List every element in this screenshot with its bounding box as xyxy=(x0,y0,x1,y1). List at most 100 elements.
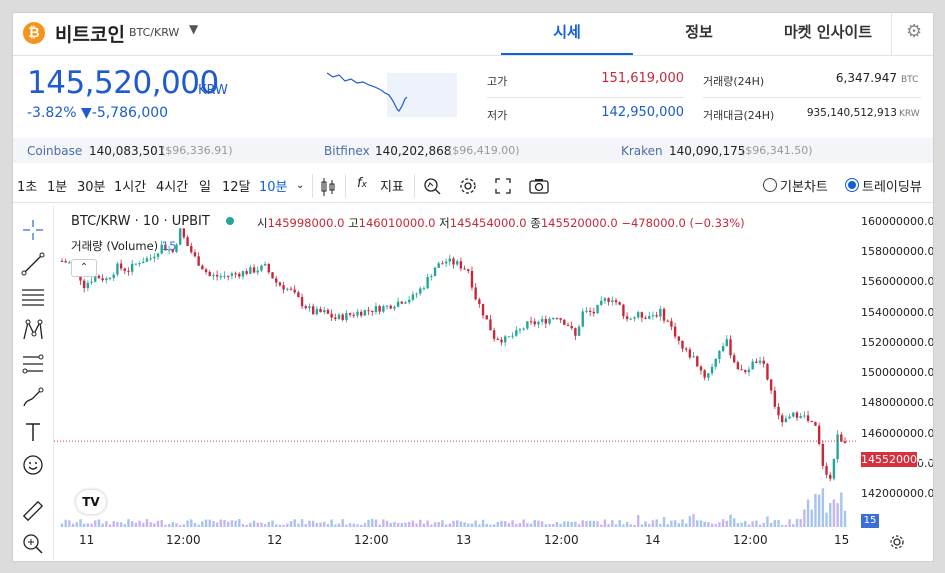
brush-icon[interactable] xyxy=(21,386,45,410)
tab-price[interactable]: 시세 xyxy=(501,13,633,55)
volume-bar xyxy=(356,524,359,527)
change-percent: -3.82% xyxy=(27,105,77,121)
volume-bar xyxy=(204,519,208,527)
volume-bar xyxy=(478,524,481,527)
volume-bar xyxy=(544,524,548,527)
volume-bar xyxy=(60,523,64,527)
volume-bar xyxy=(688,516,692,527)
candle-body xyxy=(190,245,193,253)
volume-bar xyxy=(419,519,422,527)
volume-bar xyxy=(197,524,200,527)
volume-bar xyxy=(751,521,754,527)
candle-type-icon[interactable] xyxy=(320,177,336,197)
y-axis-tick: 158000000.0 xyxy=(861,244,934,258)
basic-chart-label[interactable]: 기본차트 xyxy=(780,180,828,195)
interval-1s[interactable]: 1초 xyxy=(17,180,38,195)
volume-bar xyxy=(227,521,230,527)
candle-body xyxy=(455,261,459,265)
horizontal-lines-icon[interactable] xyxy=(21,285,45,309)
ruler-icon[interactable] xyxy=(21,499,45,523)
volume-bar xyxy=(518,522,522,527)
candle-body xyxy=(577,326,581,336)
collapse-legend-button[interactable]: ⌃ xyxy=(71,259,97,277)
volume-bar xyxy=(308,520,311,527)
crosshair-icon[interactable] xyxy=(21,218,45,242)
candle-body xyxy=(256,270,259,273)
volume-bar xyxy=(792,524,795,527)
volume-bar xyxy=(806,499,810,527)
volume-bar xyxy=(201,521,204,527)
volume-bar xyxy=(470,523,474,527)
volume-bar xyxy=(611,520,614,527)
candle-body xyxy=(600,300,603,305)
interval-4h[interactable]: 4시간 xyxy=(156,180,189,195)
candle-body xyxy=(315,309,319,315)
candle-body xyxy=(275,278,278,283)
settings-icon[interactable] xyxy=(459,177,477,195)
candle-body xyxy=(419,288,422,294)
radio-basic-chart[interactable] xyxy=(763,178,777,192)
tradingview-logo[interactable]: TV xyxy=(76,490,106,514)
chevron-down-icon[interactable]: ⌄ xyxy=(296,180,305,191)
volume-bar xyxy=(633,524,636,527)
current-price: 145,520,000 xyxy=(27,65,219,101)
candle-body xyxy=(478,299,481,304)
interval-30m[interactable]: 30분 xyxy=(77,180,106,195)
indicator-button[interactable]: 지표 xyxy=(380,180,404,195)
candle-body xyxy=(201,265,204,270)
text-icon[interactable] xyxy=(21,420,45,444)
change-value: −478000.0 (−0.33%) xyxy=(621,216,745,230)
volume-bar xyxy=(625,521,629,527)
tradingview-label[interactable]: 트레이딩뷰 xyxy=(862,180,922,195)
candle-body xyxy=(622,304,625,317)
zoom-in-icon[interactable] xyxy=(21,532,45,556)
interval-10m[interactable]: 10분 xyxy=(259,180,288,195)
camera-icon[interactable] xyxy=(529,178,549,194)
interval-1h[interactable]: 1시간 xyxy=(114,180,147,195)
chevron-down-icon[interactable]: ▼ xyxy=(189,22,199,36)
candle-body xyxy=(433,267,437,277)
interval-day[interactable]: 일 xyxy=(199,180,211,195)
candle-body xyxy=(803,415,806,417)
pattern-icon[interactable] xyxy=(21,318,45,342)
volume-bar xyxy=(190,519,193,527)
candle-body xyxy=(459,261,463,269)
price-chart[interactable] xyxy=(54,206,857,528)
candle-body xyxy=(611,300,614,302)
candle-body xyxy=(260,265,263,271)
fullscreen-icon[interactable] xyxy=(495,178,511,194)
volume-bar xyxy=(740,522,743,527)
volume-bar xyxy=(474,520,477,527)
candle-body xyxy=(581,311,584,327)
candle-body xyxy=(452,258,455,265)
high-key: 고 xyxy=(348,216,359,230)
fib-icon[interactable] xyxy=(21,352,45,376)
candle-body xyxy=(300,297,304,307)
candle-body xyxy=(655,315,658,317)
trendline-icon[interactable] xyxy=(21,252,45,276)
volume-bar xyxy=(563,521,566,527)
volume-bar xyxy=(588,520,592,527)
interval-1m[interactable]: 1분 xyxy=(47,180,68,195)
alert-icon[interactable] xyxy=(423,177,441,195)
tab-info[interactable]: 정보 xyxy=(685,23,713,41)
candle-body xyxy=(359,311,363,316)
candle-body xyxy=(467,269,470,271)
emoji-icon[interactable] xyxy=(21,453,45,477)
candle-body xyxy=(684,348,688,350)
low-value: 142,950,000 xyxy=(601,105,684,120)
volume-bar xyxy=(330,519,333,527)
high-value: 151,619,000 xyxy=(601,71,684,86)
candle-body xyxy=(68,262,71,264)
function-icon[interactable]: fx xyxy=(357,176,367,191)
volume-bar xyxy=(175,523,178,527)
tab-market-insight[interactable]: 마켓 인사이트 xyxy=(783,23,873,41)
volume-bar xyxy=(119,522,123,527)
chart-settings-icon[interactable] xyxy=(889,534,905,550)
interval-12mo[interactable]: 12달 xyxy=(222,180,251,195)
volume-bar xyxy=(788,519,791,527)
gear-icon[interactable]: ⚙ xyxy=(906,21,923,42)
volume-bar xyxy=(160,520,163,527)
candle-body xyxy=(411,294,415,300)
radio-tradingview[interactable] xyxy=(845,178,859,192)
